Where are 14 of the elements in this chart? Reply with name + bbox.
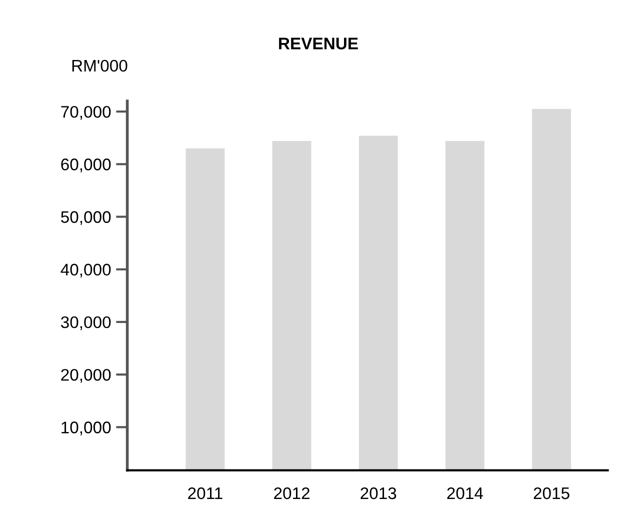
y-tick-label: 70,000 [61,106,111,120]
y-tick-label: 40,000 [60,264,111,278]
y-tick-label: 60,000 [61,158,111,172]
y-tick-label: 30,000 [60,316,111,330]
y-axis-title: RM'000 [72,60,128,72]
y-tick-label: 10,000 [62,422,111,436]
x-tick-label: 2014 [447,487,483,500]
chart-title: REVENUE [279,38,358,50]
x-tick-label: 2013 [360,487,396,500]
y-tick-label: 20,000 [61,368,111,383]
x-tick-label: 2011 [188,487,222,500]
y-tick-label: 50,000 [61,211,111,225]
x-tick-label: 2012 [274,487,310,500]
x-tick-label: 2015 [534,487,570,500]
